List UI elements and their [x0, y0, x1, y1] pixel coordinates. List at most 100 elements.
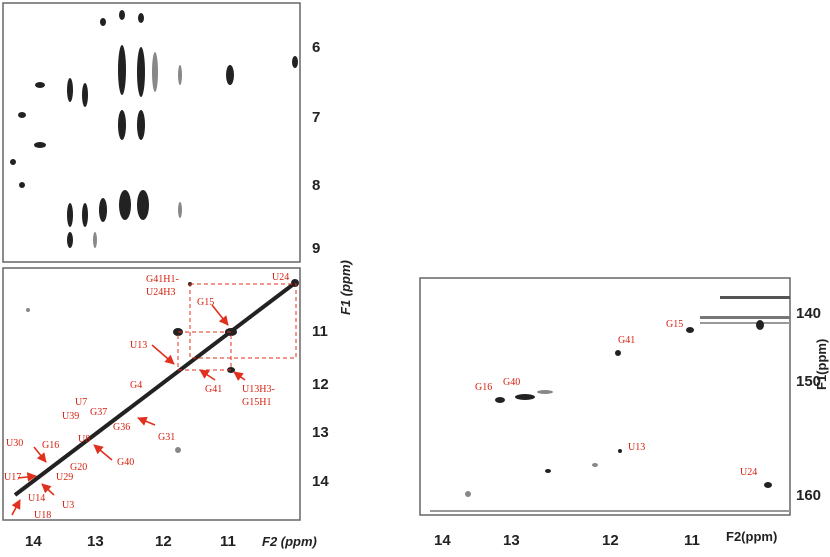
arrow — [211, 304, 229, 326]
peak-label: U24 — [740, 467, 757, 478]
frame — [419, 277, 791, 516]
peak-label: G40 — [503, 377, 520, 388]
x-tick-label: 12 — [155, 533, 172, 550]
x-tick-label: 11 — [220, 533, 236, 550]
peak-label: G15H1 — [242, 397, 271, 408]
peak — [67, 232, 73, 248]
y-axis-label: F1(ppm) — [814, 339, 829, 390]
peak-label: G41H1- — [146, 274, 179, 285]
peak — [138, 13, 144, 23]
y-tick-label: 8 — [312, 177, 320, 194]
peak-label: U3 — [62, 500, 74, 511]
peak — [592, 463, 598, 467]
peak-labels: G15 G41 G16 G40 U13 U24 — [475, 319, 757, 478]
arrow — [151, 344, 175, 365]
peak — [118, 110, 126, 140]
arrows — [11, 304, 246, 516]
peak — [430, 510, 790, 512]
arrow — [199, 369, 216, 381]
peak-label: U13 — [130, 340, 147, 351]
y-tick-label: 7 — [312, 109, 320, 126]
peak — [495, 397, 505, 403]
peak — [137, 190, 149, 220]
peak-label: G41 — [205, 384, 222, 395]
peak — [292, 56, 298, 68]
frame — [2, 2, 301, 263]
peak-label: U17 — [4, 472, 21, 483]
peak-label: G37 — [90, 407, 107, 418]
peak — [10, 159, 16, 165]
peak — [100, 18, 106, 26]
peak — [615, 350, 621, 356]
peak-label: U24 — [272, 272, 289, 283]
peak — [26, 308, 30, 312]
arrow — [11, 499, 21, 516]
peak-label: U14 — [28, 493, 45, 504]
peak — [177, 331, 232, 371]
peak — [764, 482, 772, 488]
x-tick-label: 13 — [503, 532, 520, 549]
peak — [137, 110, 145, 140]
peak-label: U29 — [56, 472, 73, 483]
y-tick-label: 6 — [312, 39, 320, 56]
peak — [720, 296, 790, 299]
arrow — [233, 371, 246, 381]
peak-label: G31 — [158, 432, 175, 443]
x-tick-label: 12 — [602, 532, 619, 549]
peak — [137, 47, 145, 97]
peak — [18, 112, 26, 118]
y-tick-label: 14 — [312, 473, 329, 490]
peak — [291, 279, 299, 287]
peak-labels: G41H1- U24H3 U24 G15 U13 G41 U13H3- G15H1 G4… — [4, 272, 289, 521]
y-tick-label: 12 — [312, 376, 329, 393]
peak — [19, 182, 25, 188]
peak — [93, 232, 97, 248]
peak — [82, 203, 88, 227]
peak — [119, 10, 125, 20]
x-tick-label: 11 — [684, 532, 700, 549]
peak — [152, 52, 158, 92]
peak — [178, 202, 182, 218]
peak — [226, 65, 234, 85]
y-axis-label: F1 (ppm) — [338, 260, 353, 315]
dashed-guides — [177, 283, 297, 371]
x-tick-label: 14 — [25, 533, 42, 550]
peak-label: G20 — [70, 462, 87, 473]
left-spectrum: 6 7 8 9 11 12 13 14 F1 (ppm) 14 13 12 11… — [2, 2, 353, 550]
peak — [465, 491, 471, 497]
arrow — [137, 416, 156, 426]
peak-label: U24H3 — [146, 287, 175, 298]
peak-label: G16 — [475, 382, 492, 393]
peak-label: U7 — [75, 397, 87, 408]
peak-label: G41 — [618, 335, 635, 346]
peak — [175, 447, 181, 453]
peak — [67, 203, 73, 227]
peak — [618, 449, 622, 453]
arrow — [41, 483, 55, 496]
peak — [82, 83, 88, 107]
y-tick-label: 9 — [312, 240, 320, 257]
peaks — [430, 296, 790, 512]
peak-label: U8 — [78, 434, 90, 445]
peak — [537, 390, 553, 394]
peak-label: U39 — [62, 411, 79, 422]
peak — [545, 469, 551, 473]
y-tick-label: 11 — [312, 323, 328, 340]
y-tick-label: 160 — [796, 487, 821, 504]
peak — [99, 198, 107, 222]
peak — [178, 65, 182, 85]
arrow — [33, 446, 47, 463]
peak — [189, 283, 297, 359]
peak — [686, 327, 694, 333]
peak — [67, 78, 73, 102]
peak-label: G36 — [113, 422, 130, 433]
peak — [700, 316, 790, 319]
peak-label: U30 — [6, 438, 23, 449]
peak — [119, 190, 131, 220]
y-tick-label: 140 — [796, 305, 821, 322]
x-tick-label: 14 — [434, 532, 451, 549]
x-axis-label: F2 (ppm) — [262, 534, 317, 549]
x-axis-label: F2(ppm) — [726, 529, 777, 544]
peaks — [10, 10, 299, 497]
